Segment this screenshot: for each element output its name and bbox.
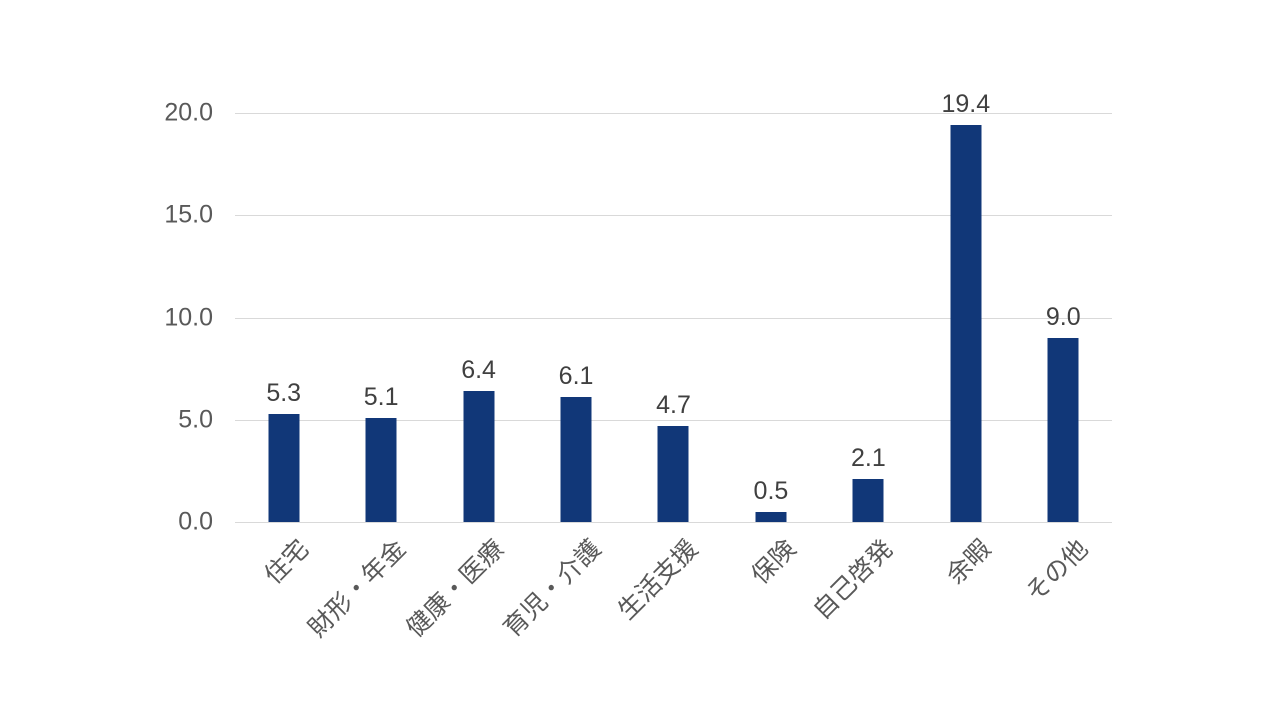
- value-label: 6.1: [558, 362, 594, 391]
- x-axis-category-label: 住宅: [258, 534, 315, 590]
- x-axis-category-label: 保険: [746, 534, 802, 590]
- bar: [463, 391, 495, 522]
- bar-slot: 19.4 余暇: [917, 92, 1014, 590]
- bar-slot: 9.0 その他: [1015, 113, 1112, 607]
- x-axis-category-label: その他: [1020, 534, 1094, 608]
- value-label: 9.0: [1045, 302, 1081, 331]
- bar: [268, 413, 300, 522]
- y-axis-tick-label: 5.0: [178, 405, 213, 434]
- gridline: [235, 522, 1112, 523]
- bar: [560, 397, 592, 522]
- bar-slot: 2.1 自己啓発: [808, 113, 917, 626]
- y-axis-tick-label: 10.0: [164, 303, 213, 331]
- x-axis-category-label: 余暇: [941, 534, 997, 590]
- bar-slot: 5.3 住宅: [235, 113, 332, 590]
- bar: [657, 425, 689, 522]
- y-axis-tick-label: 20.0: [164, 98, 213, 127]
- x-axis-category-label: 健康・医療: [400, 534, 509, 643]
- x-axis-category-label: 生活支援: [613, 534, 704, 626]
- y-axis-tick-label: 15.0: [164, 200, 213, 229]
- value-label: 19.4: [941, 90, 991, 119]
- gridline: [235, 419, 1112, 421]
- bar-slot: 6.1 育児・介護: [498, 113, 624, 643]
- value-label: 0.5: [753, 476, 789, 505]
- bar: [365, 417, 397, 522]
- bar-slot: 5.1 財形・年金: [303, 113, 429, 643]
- value-label: 4.7: [656, 390, 691, 419]
- x-axis-category-label: 自己啓発: [808, 534, 899, 626]
- y-axis-tick-label: 0.0: [178, 507, 213, 536]
- x-axis-category-label: 財形・年金: [303, 534, 412, 643]
- value-label: 5.1: [363, 382, 399, 411]
- y-axis: 20.0 15.0 10.0 5.0 0.0: [0, 99, 221, 536]
- gridline: [235, 215, 1112, 217]
- bar-slot: 6.4 健康・医療: [401, 113, 527, 643]
- x-axis-category-label: 育児・介護: [498, 534, 607, 643]
- bar: [950, 125, 982, 522]
- gridline: [235, 317, 1112, 319]
- bar: [755, 511, 787, 522]
- bar: [852, 479, 884, 522]
- plot-area: 5.3 住宅 5.1 財形・年金 6.4 健康・医療 6.1 育児・介護 4.7 生活支援 0.5 保…: [235, 92, 1112, 643]
- bar-slot: 0.5 保険: [722, 113, 819, 589]
- value-label: 2.1: [850, 444, 886, 473]
- value-label: 5.3: [266, 378, 302, 407]
- bar-slot: 4.7 生活支援: [613, 113, 722, 625]
- bar: [1047, 337, 1079, 522]
- gridline: [235, 113, 1112, 114]
- value-label: 6.4: [461, 356, 496, 385]
